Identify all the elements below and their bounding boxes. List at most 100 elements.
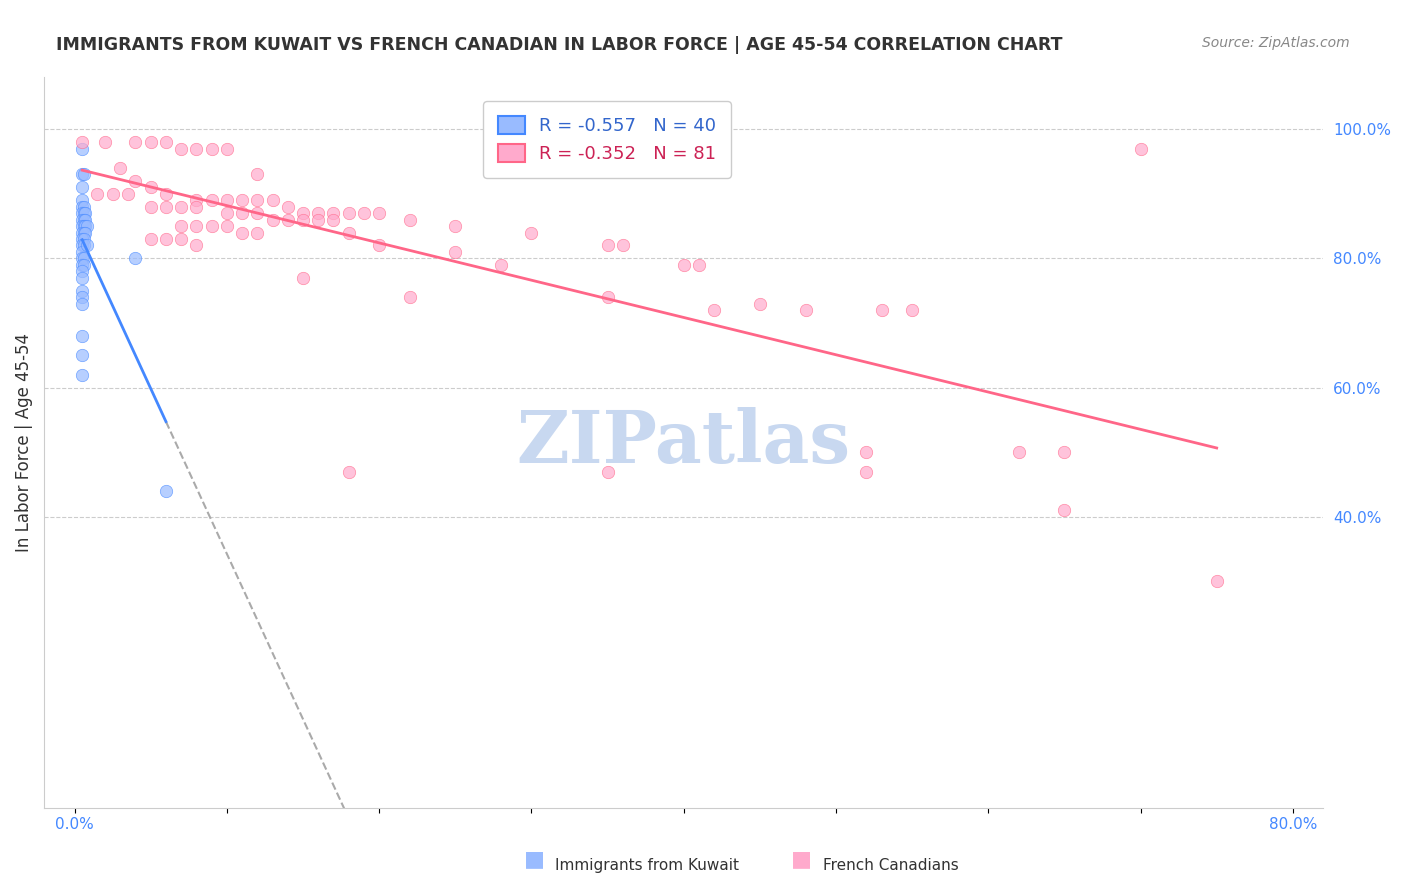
Point (70, 284, 93, 298)
Point (155, 135, 177, 149)
Point (688, 258, 710, 272)
Point (246, 193, 269, 207)
Point (73, 219, 96, 233)
Point (73, 258, 96, 272)
Point (1008, 445, 1031, 459)
Point (76, 238, 98, 252)
Point (291, 212, 314, 227)
Text: ZIPatlas: ZIPatlas (516, 407, 851, 478)
Point (337, 465, 360, 479)
Point (596, 465, 619, 479)
Point (596, 238, 619, 252)
Point (215, 219, 238, 233)
Point (368, 206, 391, 220)
Text: IMMIGRANTS FROM KUWAIT VS FRENCH CANADIAN IN LABOR FORCE | AGE 45-54 CORRELATION: IMMIGRANTS FROM KUWAIT VS FRENCH CANADIA… (56, 36, 1063, 54)
Point (262, 193, 284, 207)
Point (101, 186, 124, 201)
Point (70, 212, 93, 227)
Point (277, 212, 299, 227)
Point (353, 206, 375, 220)
Point (201, 193, 224, 207)
Legend: R = -0.557   N = 40, R = -0.352   N = 81: R = -0.557 N = 40, R = -0.352 N = 81 (484, 101, 731, 178)
Point (70, 232, 93, 246)
Text: Source: ZipAtlas.com: Source: ZipAtlas.com (1202, 36, 1350, 50)
Point (73, 212, 96, 227)
Point (337, 206, 360, 220)
Point (596, 290, 619, 304)
Point (139, 135, 162, 149)
Point (520, 226, 543, 240)
Point (170, 142, 193, 156)
Point (70, 258, 93, 272)
Point (291, 270, 314, 285)
Point (1053, 503, 1076, 517)
Text: Immigrants from Kuwait: Immigrants from Kuwait (555, 858, 740, 872)
Point (70, 329, 93, 343)
Point (277, 200, 299, 214)
Point (139, 200, 162, 214)
Point (307, 206, 329, 220)
Point (73, 226, 96, 240)
Point (215, 193, 238, 207)
Point (124, 252, 146, 266)
Point (124, 174, 146, 188)
Point (246, 167, 269, 181)
Point (186, 193, 208, 207)
Point (117, 186, 139, 201)
Point (70, 238, 93, 252)
Point (186, 219, 208, 233)
Point (612, 238, 634, 252)
Point (70, 167, 93, 181)
Point (155, 200, 177, 214)
Point (70, 206, 93, 220)
Point (70, 252, 93, 266)
Point (70, 226, 93, 240)
Point (155, 483, 177, 498)
Point (1129, 142, 1152, 156)
Point (489, 258, 512, 272)
Point (70, 135, 93, 149)
Point (231, 226, 253, 240)
Point (76, 219, 98, 233)
Point (75, 212, 97, 227)
Text: ■: ■ (524, 849, 544, 869)
Point (155, 232, 177, 246)
Point (186, 200, 208, 214)
Point (110, 161, 132, 175)
Point (1205, 574, 1227, 589)
Point (322, 206, 344, 220)
Point (70, 264, 93, 278)
Point (70, 142, 93, 156)
Point (748, 296, 770, 310)
Point (70, 200, 93, 214)
Y-axis label: In Labor Force | Age 45-54: In Labor Force | Age 45-54 (15, 333, 32, 552)
Point (444, 219, 467, 233)
Text: ■: ■ (792, 849, 811, 869)
Point (73, 200, 96, 214)
Point (124, 135, 146, 149)
Point (901, 303, 924, 318)
Point (70, 180, 93, 194)
Point (672, 258, 695, 272)
Text: French Canadians: French Canadians (823, 858, 959, 872)
Point (186, 142, 208, 156)
Point (139, 180, 162, 194)
Point (322, 212, 344, 227)
Point (70, 270, 93, 285)
Point (398, 212, 420, 227)
Point (398, 290, 420, 304)
Point (73, 252, 96, 266)
Point (75, 206, 97, 220)
Point (86, 186, 108, 201)
Point (368, 238, 391, 252)
Point (170, 200, 193, 214)
Point (855, 465, 877, 479)
Point (73, 232, 96, 246)
Point (73, 238, 96, 252)
Point (70, 193, 93, 207)
Point (170, 219, 193, 233)
Point (855, 445, 877, 459)
Point (246, 226, 269, 240)
Point (70, 219, 93, 233)
Point (215, 206, 238, 220)
